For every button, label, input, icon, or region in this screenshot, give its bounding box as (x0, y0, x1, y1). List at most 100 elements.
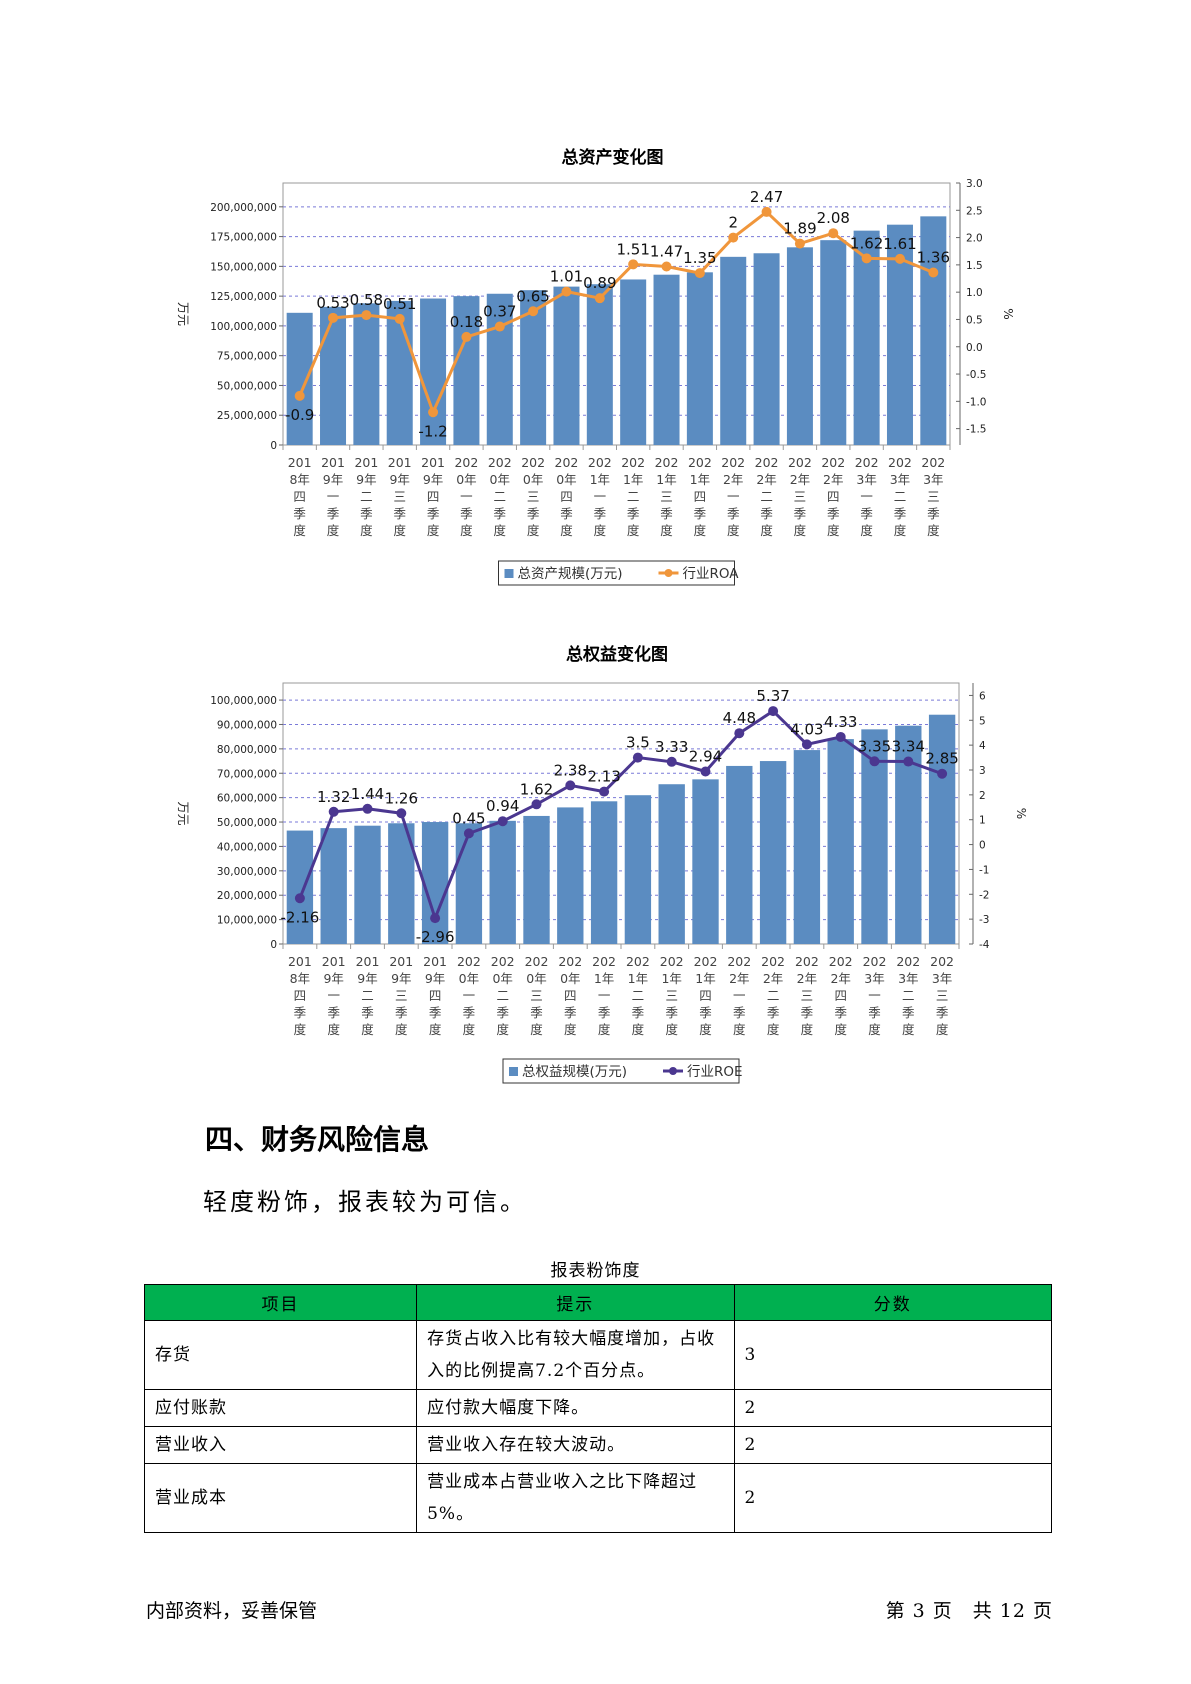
legend-bar-label: 总权益规模(万元) (522, 1063, 627, 1080)
x-tick-label: 201 9年二季度 (356, 954, 380, 1037)
x-tick-label: 202 3年一季度 (855, 455, 879, 538)
data-label: 4.48 (723, 709, 756, 727)
window-dressing-table: 项目 提示 分数 存货 存货占收入比有较大幅度增加，占收入的比例提高7.2个百分… (143, 1284, 1053, 1533)
table-row: 营业成本 营业成本占营业收入之比下降超过5%。 2 (143, 1463, 1053, 1533)
data-label: 1.36 (917, 249, 950, 267)
y-left-tick-label: 125,000,000 (210, 291, 277, 303)
y-left-tick-label: 150,000,000 (210, 261, 277, 273)
line-point (461, 331, 472, 342)
y-right-tick-label: -3 (979, 914, 989, 926)
line-point (394, 313, 405, 324)
y-right-tick-label: 3 (979, 765, 986, 777)
y-right-tick-label: 5 (979, 715, 986, 727)
row-score: 2 (733, 1426, 1053, 1464)
row-hint: 应付款大幅度下降。 (416, 1389, 735, 1427)
bar (620, 279, 647, 445)
x-tick-label: 202 1年三季度 (660, 954, 684, 1037)
y-right-tick-label: 3.0 (966, 178, 983, 190)
x-tick-label: 201 9年二季度 (354, 455, 378, 538)
x-tick-label: 202 0年四季度 (555, 455, 579, 538)
y-right-tick-label: 0.0 (966, 342, 983, 354)
bar (853, 230, 880, 445)
data-label: 1.47 (650, 243, 683, 261)
x-tick-label: 202 1年一季度 (592, 954, 616, 1037)
x-tick-label: 201 9年三季度 (388, 455, 412, 538)
line-point (494, 321, 505, 332)
plot-frame (282, 682, 960, 945)
bar (786, 247, 813, 445)
line-point (328, 806, 339, 817)
line-point (361, 310, 372, 321)
x-tick-label: 202 1年二季度 (626, 954, 650, 1037)
data-label: 1.61 (883, 235, 916, 253)
legend-box (498, 560, 735, 586)
line-point (700, 766, 711, 777)
data-label: -0.9 (285, 406, 314, 424)
row-item: 营业成本 (143, 1463, 418, 1533)
bar (553, 286, 580, 445)
data-label: 1.35 (683, 249, 716, 267)
legend-line-marker (664, 569, 673, 577)
section-heading: 四、财务风险信息 (205, 1123, 430, 1156)
total-assets-chart: 总资产变化图 200,000,000 175,000,000 150,000,000 1… (176, 147, 1015, 586)
column-header-score: 分数 (733, 1284, 1053, 1321)
bar (523, 815, 550, 944)
data-label: 2.13 (587, 768, 620, 786)
data-label: 1.01 (550, 268, 583, 286)
bar (920, 216, 947, 445)
y-right-tick-label: -2 (979, 889, 989, 901)
x-tick-label: 201 9年四季度 (423, 954, 447, 1037)
row-hint: 存货占收入比有较大幅度增加，占收入的比例提高7.2个百分点。 (416, 1320, 735, 1390)
y-left-tick-label: 175,000,000 (210, 232, 277, 244)
data-label: 2.08 (817, 209, 850, 227)
line-series (298, 709, 943, 923)
line-point (528, 306, 539, 317)
data-label: 1.51 (616, 240, 649, 258)
row-hint: 营业收入存在较大波动。 (416, 1426, 735, 1464)
bar (720, 256, 747, 445)
bar (658, 784, 685, 944)
footer-confidential-note: 内部资料，妥善保管 (146, 1600, 318, 1622)
y-left-tick-label: 100,000,000 (210, 695, 277, 707)
line-point (632, 752, 643, 763)
x-tick-label: 202 2年一季度 (721, 455, 745, 538)
y-left-tick-label: 70,000,000 (217, 768, 277, 780)
data-label: 2.47 (750, 188, 783, 206)
y-right-axis-label: % (1014, 808, 1028, 819)
line-point (628, 259, 639, 270)
bar (455, 823, 483, 944)
line-point (661, 261, 672, 272)
line-series (298, 209, 934, 417)
bar (386, 300, 413, 445)
line-point (594, 293, 605, 304)
y-right-tick-label: -1.0 (966, 396, 987, 408)
data-label: 2.38 (554, 761, 587, 779)
line-point (894, 253, 905, 264)
data-label: 3.5 (626, 734, 650, 752)
y-left-tick-label: 50,000,000 (217, 380, 277, 392)
line-point (928, 267, 939, 278)
line-point (565, 780, 576, 791)
data-label: 1.89 (783, 220, 816, 238)
y-left-tick-label: 25,000,000 (217, 410, 277, 422)
y-right-tick-label: -1.5 (966, 424, 987, 436)
legend-line-marker (669, 1067, 677, 1075)
x-tick-label: 202 1年二季度 (621, 455, 645, 538)
data-label: 0.53 (316, 294, 349, 312)
row-item: 应付账款 (143, 1389, 418, 1427)
x-tick-label: 202 1年一季度 (588, 455, 612, 538)
line-point (861, 253, 872, 264)
y-right-tick-label: 1.5 (966, 260, 983, 272)
x-tick-label: 202 0年四季度 (558, 954, 582, 1037)
x-tick-label: 202 3年三季度 (930, 954, 954, 1037)
bar (793, 750, 821, 944)
line-point (430, 913, 441, 924)
data-label: 4.33 (824, 713, 857, 731)
y-left-axis-label: 万元 (176, 801, 190, 825)
line-point (794, 238, 805, 249)
y-right-tick-label: 0 (979, 840, 986, 852)
line-point (294, 893, 305, 904)
x-tick-label: 202 0年二季度 (491, 954, 515, 1037)
legend-bar-swatch (504, 569, 514, 578)
data-label: -2.96 (416, 928, 455, 946)
